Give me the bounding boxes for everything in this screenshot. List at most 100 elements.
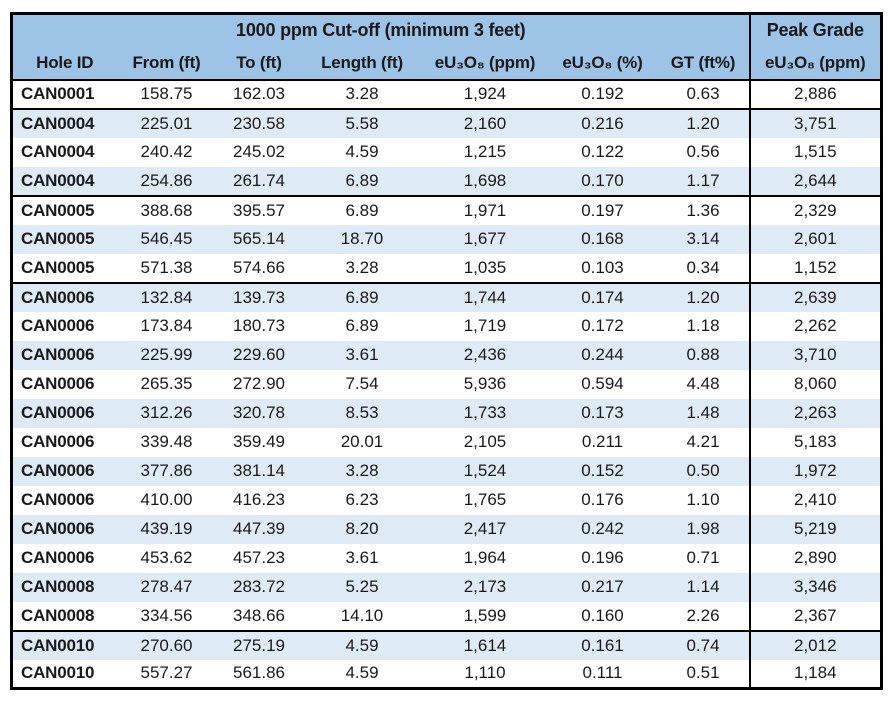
from-ft-cell: 571.38 <box>116 253 217 284</box>
length-ft-cell: 8.20 <box>301 514 423 544</box>
length-ft-cell: 4.59 <box>301 630 423 660</box>
hole-id-cell: CAN0006 <box>11 369 117 399</box>
length-ft-cell: 3.61 <box>301 543 423 573</box>
hole-id-cell: CAN0005 <box>11 195 117 225</box>
length-ft-cell: 4.59 <box>301 137 423 167</box>
hole-id-cell: CAN0004 <box>11 166 117 197</box>
to-ft-cell: 283.72 <box>216 572 302 602</box>
eu3o8-ppm-cell: 1,110 <box>422 659 548 689</box>
eu3o8-ppm-cell: 1,614 <box>422 630 548 660</box>
peak-eu3o8-ppm-cell: 3,751 <box>748 108 882 138</box>
cutoff-title: 1000 ppm Cut-off (minimum 3 feet) <box>11 13 750 47</box>
eu3o8-ppm-cell: 1,524 <box>422 456 548 486</box>
gt-ftpct-cell: 0.51 <box>657 659 750 689</box>
eu3o8-ppm-cell: 2,173 <box>422 572 548 602</box>
to-ft-cell: 162.03 <box>216 79 302 110</box>
gt-ftpct-cell: 1.18 <box>657 311 750 341</box>
hole-id-cell: CAN0006 <box>11 514 117 544</box>
table-row: CAN0008 334.56 348.66 14.10 1,599 0.160 2.26 2,… <box>11 601 882 632</box>
eu3o8-pct-cell: 0.160 <box>547 601 658 632</box>
table-row: CAN0006 173.84 180.73 6.89 1,719 0.172 1.18 2,2… <box>11 311 882 341</box>
length-ft-cell: 18.70 <box>301 224 423 254</box>
from-ft-cell: 173.84 <box>116 311 217 341</box>
from-ft-cell: 439.19 <box>116 514 217 544</box>
eu3o8-pct-cell: 0.192 <box>547 79 658 110</box>
table-header: 1000 ppm Cut-off (minimum 3 feet) Peak G… <box>11 13 882 81</box>
peak-eu3o8-ppm-cell: 2,601 <box>748 224 882 254</box>
to-ft-cell: 229.60 <box>216 340 302 370</box>
peak-eu3o8-ppm-cell: 3,710 <box>748 340 882 370</box>
eu3o8-pct-cell: 0.111 <box>547 659 658 689</box>
length-ft-cell: 20.01 <box>301 427 423 457</box>
peak-eu3o8-ppm-cell: 2,012 <box>748 630 882 660</box>
to-ft-cell: 272.90 <box>216 369 302 399</box>
peak-eu3o8-ppm-cell: 2,639 <box>748 282 882 312</box>
eu3o8-pct-cell: 0.197 <box>547 195 658 225</box>
peak-eu3o8-ppm-cell: 3,346 <box>748 572 882 602</box>
gt-ftpct-cell: 0.34 <box>657 253 750 284</box>
table-row: CAN0005 571.38 574.66 3.28 1,035 0.103 0.34 1,1… <box>11 253 882 284</box>
gt-ftpct-cell: 1.98 <box>657 514 750 544</box>
to-ft-cell: 447.39 <box>216 514 302 544</box>
from-ft-cell: 225.99 <box>116 340 217 370</box>
gt-ftpct-cell: 1.17 <box>657 166 750 197</box>
table-row: CAN0006 439.19 447.39 8.20 2,417 0.242 1.98 5,2… <box>11 514 882 544</box>
length-ft-cell: 6.89 <box>301 166 423 197</box>
hole-id-cell: CAN0008 <box>11 601 117 632</box>
peak-eu3o8-ppm-cell: 2,263 <box>748 398 882 428</box>
length-ft-cell: 7.54 <box>301 369 423 399</box>
hole-id-cell: CAN0001 <box>11 79 117 110</box>
peak-eu3o8-ppm-cell: 5,183 <box>748 427 882 457</box>
eu3o8-ppm-cell: 1,599 <box>422 601 548 632</box>
length-ft-cell: 6.89 <box>301 311 423 341</box>
from-ft-cell: 312.26 <box>116 398 217 428</box>
length-ft-cell: 6.89 <box>301 195 423 225</box>
to-ft-cell: 561.86 <box>216 659 302 689</box>
eu3o8-pct-cell: 0.122 <box>547 137 658 167</box>
to-ft-cell: 574.66 <box>216 253 302 284</box>
table-row: CAN0004 240.42 245.02 4.59 1,215 0.122 0.56 1,5… <box>11 137 882 167</box>
from-ft-cell: 377.86 <box>116 456 217 486</box>
from-ft-cell: 254.86 <box>116 166 217 197</box>
hole-id-cell: CAN0006 <box>11 485 117 515</box>
eu3o8-ppm-cell: 1,719 <box>422 311 548 341</box>
gt-ftpct-cell: 0.71 <box>657 543 750 573</box>
eu3o8-pct-cell: 0.103 <box>547 253 658 284</box>
length-ft-cell: 3.28 <box>301 253 423 284</box>
column-header-length-ft: Length (ft) <box>301 46 423 81</box>
gt-ftpct-cell: 1.20 <box>657 282 750 312</box>
hole-id-cell: CAN0006 <box>11 340 117 370</box>
gt-ftpct-cell: 1.36 <box>657 195 750 225</box>
from-ft-cell: 410.00 <box>116 485 217 515</box>
hole-id-cell: CAN0006 <box>11 427 117 457</box>
hole-id-cell: CAN0004 <box>11 137 117 167</box>
eu3o8-pct-cell: 0.244 <box>547 340 658 370</box>
gt-ftpct-cell: 2.26 <box>657 601 750 632</box>
page: 1000 ppm Cut-off (minimum 3 feet) Peak G… <box>10 12 884 690</box>
eu3o8-ppm-cell: 2,105 <box>422 427 548 457</box>
to-ft-cell: 180.73 <box>216 311 302 341</box>
peak-eu3o8-ppm-cell: 2,367 <box>748 601 882 632</box>
column-header-from-ft: From (ft) <box>116 46 217 81</box>
column-header-hole-id: Hole ID <box>11 46 117 81</box>
column-header-eu3o8-ppm: eU₃O₈ (ppm) <box>422 46 548 81</box>
eu3o8-pct-cell: 0.211 <box>547 427 658 457</box>
table-row: CAN0006 132.84 139.73 6.89 1,744 0.174 1.20 2,6… <box>11 282 882 312</box>
length-ft-cell: 5.25 <box>301 572 423 602</box>
to-ft-cell: 395.57 <box>216 195 302 225</box>
length-ft-cell: 5.58 <box>301 108 423 138</box>
length-ft-cell: 8.53 <box>301 398 423 428</box>
table-body: CAN0001 158.75 162.03 3.28 1,924 0.192 0.63 2,8… <box>11 79 882 689</box>
hole-id-cell: CAN0010 <box>11 630 117 660</box>
gt-ftpct-cell: 1.10 <box>657 485 750 515</box>
eu3o8-ppm-cell: 2,417 <box>422 514 548 544</box>
column-header-row: Hole ID From (ft) To (ft) Length (ft) eU₃O₈ … <box>11 46 882 81</box>
hole-id-cell: CAN0004 <box>11 108 117 138</box>
eu3o8-ppm-cell: 1,698 <box>422 166 548 197</box>
peak-eu3o8-ppm-cell: 2,644 <box>748 166 882 197</box>
eu3o8-ppm-cell: 1,733 <box>422 398 548 428</box>
to-ft-cell: 348.66 <box>216 601 302 632</box>
column-header-gt-ftpct: GT (ft%) <box>657 46 750 81</box>
from-ft-cell: 158.75 <box>116 79 217 110</box>
to-ft-cell: 230.58 <box>216 108 302 138</box>
